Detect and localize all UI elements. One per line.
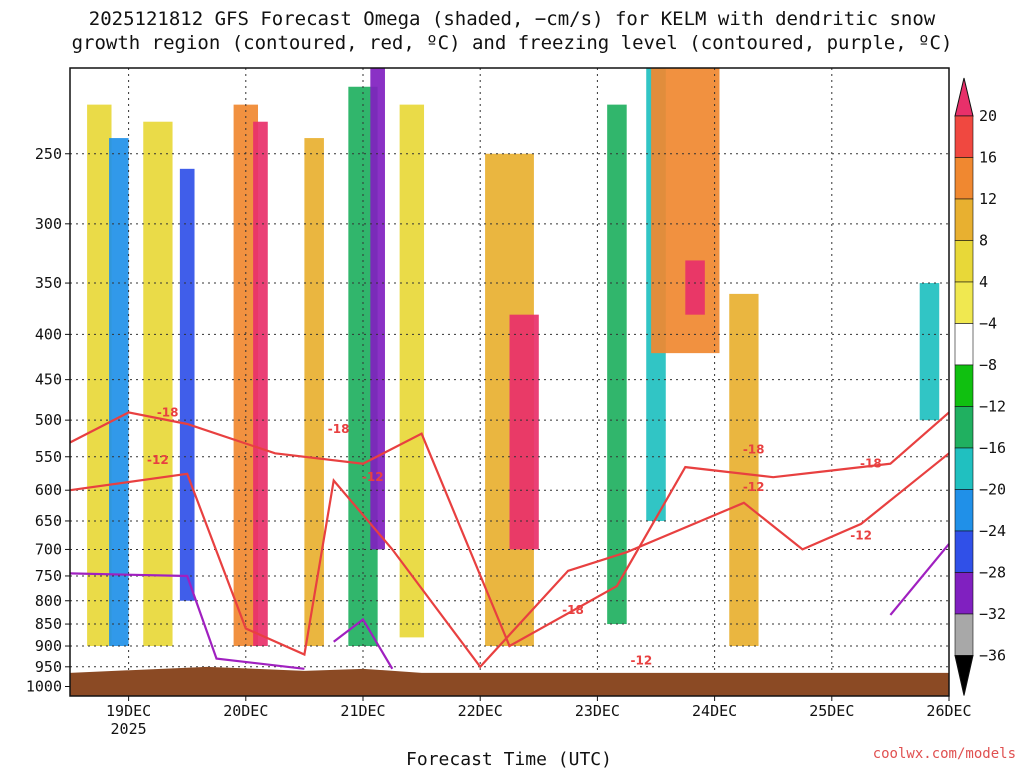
chart-title-line1: 2025121812 GFS Forecast Omega (shaded, −… [88,8,936,30]
colorbar-label-7: −12 [979,398,1006,416]
y-tick-label-950: 950 [35,658,62,676]
colorbar-label-11: −28 [979,564,1006,582]
x-tick-label-7: 26DEC [926,702,971,720]
colorbar-band-8 [954,406,974,449]
y-tick-label-850: 850 [35,615,62,633]
y-tick-label-800: 800 [35,592,62,610]
contour-label-3: -12 [362,470,384,484]
contour-label-2: -18 [328,422,350,436]
y-tick-label-900: 900 [35,637,62,655]
omega-column-16 [729,293,759,647]
colorbar-band-7 [954,364,974,407]
x-tick-label-5: 24DEC [692,702,737,720]
y-tick-label-350: 350 [35,274,62,292]
colorbar-band-2 [954,157,974,200]
contour-label-5: -12 [631,654,653,668]
x-tick-label-4: 23DEC [575,702,620,720]
axes: 250 300 350 400 450 500 550 600 650 700 750 800 850 9… [26,67,972,738]
y-tick-label-600: 600 [35,481,62,499]
omega-column-2 [143,121,173,647]
x-axis-label: Forecast Time (UTC) [406,749,612,768]
x-tick-label-2: 21DEC [340,702,385,720]
y-tick-label-250: 250 [35,145,62,163]
x-tick-label-6: 25DEC [809,702,854,720]
x-tick-label-3: 22DEC [458,702,503,720]
contour-label-6: -18 [743,443,765,457]
colorbar: 20 16 12 8 4 −4 −8 −12 −16 −20 −24 −28 −32 −36 [954,77,1006,696]
y-tick-label-400: 400 [35,325,62,343]
omega-column-0 [87,104,112,647]
contour-label-1: -12 [147,453,169,467]
x-tick-label-1: 20DEC [223,702,268,720]
colorbar-label-12: −32 [979,605,1006,623]
y-tick-label-750: 750 [35,567,62,585]
plot-area [70,68,949,696]
omega-column-15 [685,260,705,315]
omega-column-8 [370,68,385,550]
omega-column-6 [304,138,324,647]
y-tick-label-700: 700 [35,540,62,558]
colorbar-band-5 [954,281,974,324]
colorbar-label-10: −24 [979,522,1006,540]
contour-label-8: -18 [860,457,882,471]
omega-column-17 [919,283,940,421]
colorbar-band-11 [954,530,974,573]
omega-column-3 [179,168,195,601]
ground-terrain [70,666,949,696]
omega-column-5 [253,121,268,647]
contour-0 [69,411,950,648]
credit-text: coolwx.com/models [872,746,1016,762]
colorbar-label-9: −20 [979,481,1006,499]
y-tick-label-550: 550 [35,448,62,466]
colorbar-label-2: 12 [979,190,997,208]
contour-1 [69,452,950,669]
chart-title-line2: growth region (contoured, red, ºC) and f… [71,32,953,54]
contour-label-0: -18 [157,405,179,419]
y-tick-label-450: 450 [35,371,62,389]
colorbar-band-12 [954,572,974,615]
contour-4 [889,543,950,616]
colorbar-label-13: −36 [979,647,1006,665]
colorbar-label-3: 8 [979,232,988,250]
contour-3 [333,617,394,670]
contours: -18 -12 -18 -12 -18 -12 -18 -12 -18 -12 [69,405,950,670]
ground-fill [70,666,949,696]
colorbar-band-4 [954,240,974,283]
colorbar-bottom-arrow [954,655,974,696]
contour-label-9: -12 [850,528,872,542]
colorbar-label-5: −4 [979,315,997,333]
omega-column-9 [399,104,425,638]
colorbar-band-13 [954,613,974,656]
contour-2 [69,572,305,670]
omega-column-14 [651,68,720,354]
colorbar-label-0: 20 [979,107,997,125]
contour-label-7: -12 [743,480,765,494]
colorbar-band-10 [954,489,974,532]
colorbar-label-4: 4 [979,273,988,291]
colorbar-band-6 [954,323,974,366]
colorbar-band-9 [954,447,974,490]
contour-label-4: -18 [562,603,584,617]
omega-column-12 [607,104,627,625]
colorbar-top-arrow [954,77,974,117]
colorbar-band-3 [954,198,974,241]
colorbar-label-1: 16 [979,149,997,167]
colorbar-band-1 [954,115,974,158]
colorbar-label-8: −16 [979,439,1006,457]
x-tick-year: 2025 [111,720,147,738]
y-tick-label-1000: 1000 [26,678,62,696]
colorbar-label-6: −8 [979,356,997,374]
y-tick-label-650: 650 [35,512,62,530]
y-tick-label-300: 300 [35,215,62,233]
y-tick-label-500: 500 [35,411,62,429]
plot-frame [69,67,950,697]
x-tick-label-0: 19DEC [106,702,151,720]
omega-column-1 [109,138,129,647]
omega-column-11 [509,314,539,550]
